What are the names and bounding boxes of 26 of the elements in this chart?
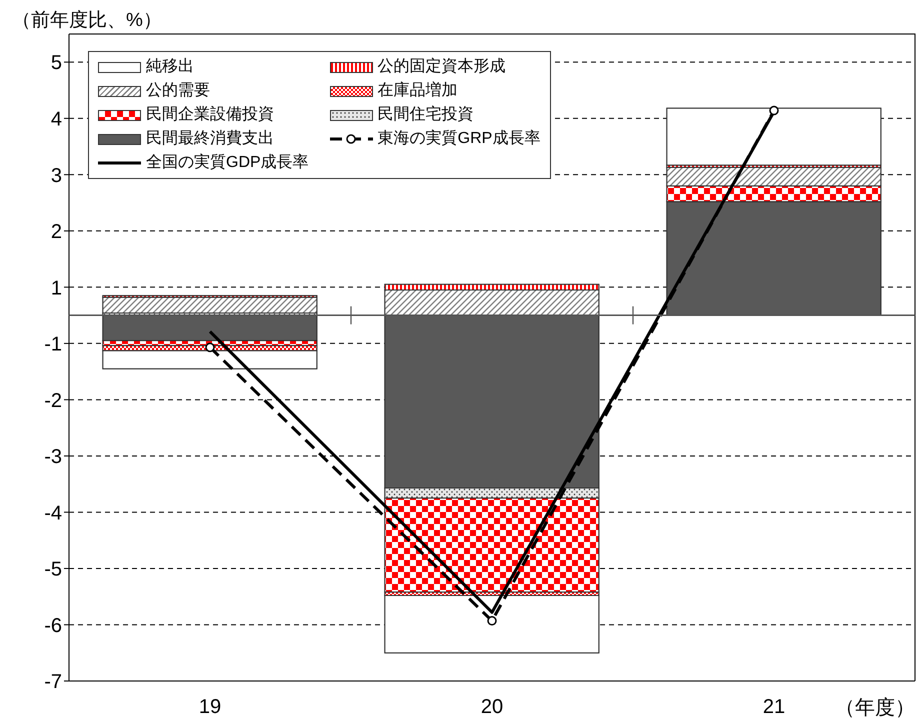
y-tick-label: -5 bbox=[44, 558, 62, 581]
legend-label: 民間企業設備投資 bbox=[146, 105, 274, 125]
y-tick-label: -7 bbox=[44, 671, 62, 694]
legend-label: 公的固定資本形成 bbox=[378, 56, 506, 77]
x-tick-label: 21 bbox=[762, 696, 786, 718]
y-tick-label: -4 bbox=[44, 502, 62, 524]
x-tick-label: 20 bbox=[480, 696, 504, 718]
y-tick-label: -2 bbox=[44, 390, 62, 412]
legend-label: 在庫品増加 bbox=[378, 80, 458, 101]
y-tick-label: 5 bbox=[50, 52, 62, 74]
y-tick-label: 1 bbox=[50, 277, 62, 300]
x-tick-label: 19 bbox=[198, 696, 222, 718]
y-tick-label: 2 bbox=[50, 221, 62, 244]
x-axis-title: （年度） bbox=[835, 697, 915, 719]
legend-label: 東海の実質GRP成長率 bbox=[378, 128, 540, 149]
legend-label: 民間最終消費支出 bbox=[146, 128, 274, 149]
legend-label: 純移出 bbox=[146, 56, 194, 77]
y-tick-label: -3 bbox=[44, 446, 62, 468]
y-axis-title: （前年度比、%） bbox=[12, 9, 162, 31]
y-tick-label: -6 bbox=[44, 614, 62, 637]
legend-label: 民間住宅投資 bbox=[378, 104, 474, 125]
y-tick-label: -1 bbox=[44, 334, 62, 356]
legend-label: 公的需要 bbox=[146, 81, 210, 101]
legend-label: 全国の実質GDP成長率 bbox=[146, 152, 309, 173]
y-tick-label: 3 bbox=[50, 164, 62, 187]
y-tick-label: 4 bbox=[50, 108, 62, 130]
